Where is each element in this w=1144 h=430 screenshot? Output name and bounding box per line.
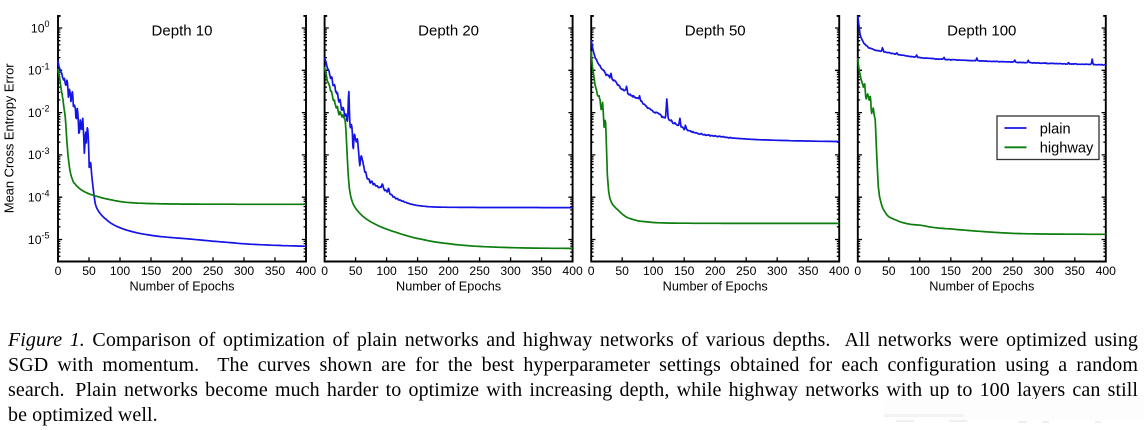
svg-text:10-3: 10-3 — [28, 146, 50, 162]
svg-text:350: 350 — [265, 264, 286, 278]
svg-text:10-1: 10-1 — [28, 61, 50, 77]
svg-text:100: 100 — [643, 264, 664, 278]
svg-text:10-2: 10-2 — [28, 104, 50, 120]
svg-text:300: 300 — [1034, 264, 1055, 278]
svg-text:300: 300 — [500, 264, 521, 278]
svg-text:100: 100 — [31, 19, 50, 35]
svg-text:150: 150 — [941, 264, 962, 278]
svg-text:50: 50 — [882, 264, 896, 278]
svg-text:Mean Cross Entropy Error: Mean Cross Entropy Error — [2, 63, 17, 213]
svg-text:150: 150 — [407, 264, 428, 278]
svg-text:Number of Epochs: Number of Epochs — [396, 280, 501, 294]
svg-text:Number of Epochs: Number of Epochs — [663, 280, 768, 294]
svg-text:Depth 10: Depth 10 — [152, 22, 213, 39]
svg-text:0: 0 — [588, 264, 595, 278]
svg-text:100: 100 — [110, 264, 131, 278]
svg-text:0: 0 — [321, 264, 328, 278]
svg-text:highway: highway — [1040, 140, 1094, 156]
svg-text:Number of Epochs: Number of Epochs — [929, 280, 1034, 294]
svg-text:200: 200 — [438, 264, 459, 278]
svg-text:300: 300 — [767, 264, 788, 278]
svg-text:150: 150 — [141, 264, 162, 278]
svg-text:250: 250 — [1003, 264, 1024, 278]
svg-text:400: 400 — [1096, 264, 1117, 278]
svg-text:200: 200 — [972, 264, 993, 278]
svg-text:350: 350 — [798, 264, 819, 278]
svg-text:400: 400 — [562, 264, 583, 278]
svg-text:150: 150 — [674, 264, 695, 278]
svg-text:0: 0 — [854, 264, 861, 278]
svg-text:50: 50 — [349, 264, 363, 278]
svg-text:Number of Epochs: Number of Epochs — [129, 280, 234, 294]
svg-text:200: 200 — [172, 264, 193, 278]
svg-text:0: 0 — [55, 264, 62, 278]
svg-text:10-5: 10-5 — [28, 231, 50, 247]
svg-text:100: 100 — [376, 264, 397, 278]
svg-text:350: 350 — [1065, 264, 1086, 278]
svg-text:Depth 50: Depth 50 — [685, 22, 746, 39]
svg-text:50: 50 — [82, 264, 96, 278]
svg-text:300: 300 — [234, 264, 255, 278]
svg-text:400: 400 — [829, 264, 850, 278]
svg-text:plain: plain — [1040, 122, 1071, 138]
svg-text:350: 350 — [531, 264, 552, 278]
svg-text:Depth 100: Depth 100 — [947, 22, 1016, 39]
svg-text:50: 50 — [615, 264, 629, 278]
svg-text:250: 250 — [469, 264, 490, 278]
svg-text:250: 250 — [203, 264, 224, 278]
svg-text:400: 400 — [296, 264, 317, 278]
svg-text:250: 250 — [736, 264, 757, 278]
svg-text:200: 200 — [705, 264, 726, 278]
svg-text:Depth 20: Depth 20 — [418, 22, 479, 39]
svg-text:100: 100 — [910, 264, 931, 278]
svg-text:10-4: 10-4 — [28, 188, 50, 204]
